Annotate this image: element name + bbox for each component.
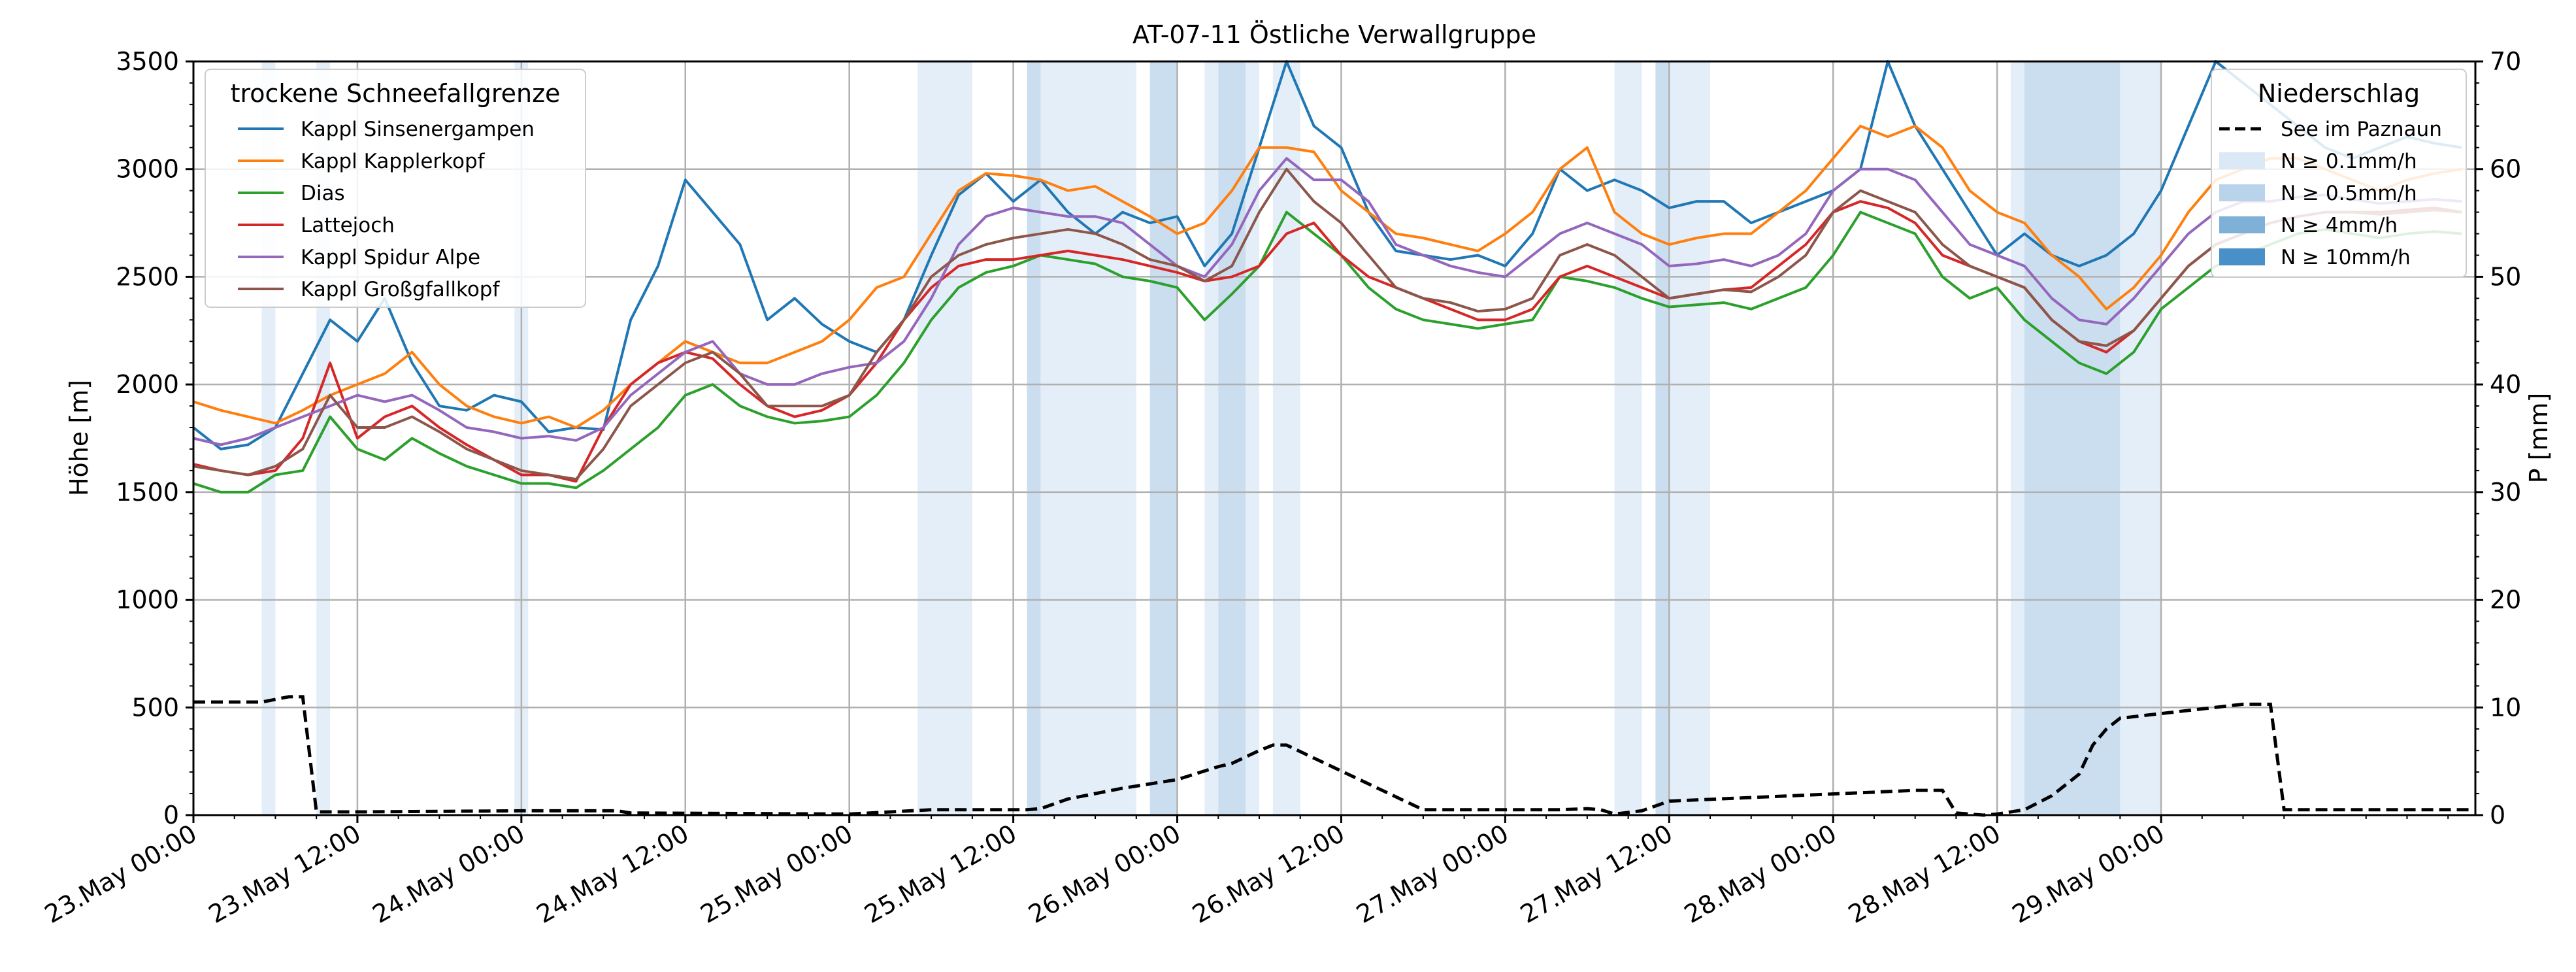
y-tick-label-2: 1000 — [116, 586, 179, 614]
legend-label-dias: Dias — [301, 182, 345, 205]
legend-swatch-n-10 — [2219, 248, 2265, 265]
y-tick-label-6: 3000 — [116, 155, 179, 184]
legend-label-n-10: N ≥ 10mm/h — [2281, 246, 2411, 269]
series-line-1 — [193, 124, 2462, 429]
y2-axis-label: P [mm] — [2524, 393, 2553, 484]
legend-label-grossgfallkopf: Kappl Großgfallkopf — [301, 278, 500, 301]
precip-band-9 — [1246, 61, 1259, 815]
legend-precip: Niederschlag See im Paznaun N ≥ 0.1mm/h … — [2211, 69, 2467, 278]
y-tick-label-0: 0 — [163, 801, 179, 830]
y2-tick-label-7: 70 — [2490, 47, 2521, 76]
precip-line-see-im-paznaun — [193, 695, 2475, 817]
legend-precip-box — [2211, 69, 2467, 278]
y-tick-label-5: 2500 — [116, 262, 179, 291]
precip-line-group — [193, 695, 2475, 817]
series-line-5 — [193, 167, 2462, 481]
precip-band-7 — [1204, 61, 1219, 815]
precip-band-14 — [2011, 61, 2024, 815]
legend-entry-n-4: N ≥ 4mm/h — [2219, 214, 2398, 237]
legend-snowline-box — [205, 69, 586, 308]
series-line-4 — [193, 157, 2462, 446]
legend-entry-spidur-alpe: Kappl Spidur Alpe — [238, 246, 480, 269]
legend-precip-title: Niederschlag — [2258, 79, 2420, 108]
legend-label-kapplerkopf: Kappl Kapplerkopf — [301, 150, 486, 173]
precip-band-10 — [1272, 61, 1300, 815]
legend-entry-dias: Dias — [238, 182, 345, 205]
legend-label-n-01: N ≥ 0.1mm/h — [2281, 150, 2417, 173]
precip-band-4 — [1027, 61, 1041, 815]
legend-entry-see-im-paznaun: See im Paznaun — [2219, 118, 2442, 141]
legend-snowline: trockene Schneefallgrenze Kappl Sinsener… — [205, 69, 586, 308]
legend-swatch-n-01 — [2219, 152, 2265, 169]
legend-entry-kapplerkopf: Kappl Kapplerkopf — [238, 150, 486, 173]
legend-label-n-4: N ≥ 4mm/h — [2281, 214, 2398, 237]
legend-label-n-05: N ≥ 0.5mm/h — [2281, 182, 2417, 205]
chart-title: AT-07-11 Östliche Verwallgruppe — [1132, 20, 1536, 49]
y-axis-label: Höhe [m] — [65, 380, 93, 496]
legend-label-see-im-paznaun: See im Paznaun — [2281, 118, 2442, 141]
legend-swatch-n-05 — [2219, 184, 2265, 201]
y-tick-label-7: 3500 — [116, 47, 179, 76]
precip-band-16 — [2120, 61, 2162, 815]
y2-tick-label-3: 30 — [2490, 478, 2521, 507]
legend-entry-lattejoch: Lattejoch — [238, 214, 395, 237]
precip-band-3 — [917, 61, 972, 815]
legend-entry-n-10: N ≥ 10mm/h — [2219, 246, 2411, 269]
legend-snowline-title: trockene Schneefallgrenze — [231, 79, 561, 108]
y2-tick-label-1: 10 — [2490, 693, 2521, 722]
legend-entry-sinsenergampen: Kappl Sinsenergampen — [238, 118, 535, 141]
precip-band-15 — [2024, 61, 2121, 815]
y2-tick-label-6: 60 — [2490, 155, 2521, 184]
precip-band-5 — [1040, 61, 1136, 815]
precip-band-13 — [1669, 61, 1711, 815]
legend-label-sinsenergampen: Kappl Sinsenergampen — [301, 118, 535, 141]
legend-label-spidur-alpe: Kappl Spidur Alpe — [301, 246, 480, 269]
y-tick-label-4: 2000 — [116, 370, 179, 399]
series-line-0 — [192, 60, 2462, 450]
series-line-2 — [193, 210, 2462, 494]
precip-band-8 — [1218, 61, 1246, 815]
precip-band-11 — [1614, 61, 1642, 815]
legend-entry-grossgfallkopf: Kappl Großgfallkopf — [238, 278, 500, 301]
legend-entry-n-01: N ≥ 0.1mm/h — [2219, 150, 2417, 173]
y-tick-label-1: 500 — [131, 693, 179, 722]
precip-band-12 — [1655, 61, 1670, 815]
legend-label-lattejoch: Lattejoch — [301, 214, 395, 237]
y-axis-right: 0 10 20 30 40 50 60 70 — [2475, 47, 2521, 830]
legend-entry-n-05: N ≥ 0.5mm/h — [2219, 182, 2417, 205]
precip-band-6 — [1149, 61, 1178, 815]
y-tick-label-3: 1500 — [116, 478, 179, 507]
y2-tick-label-0: 0 — [2490, 801, 2505, 830]
snowline-series — [192, 60, 2462, 494]
y2-tick-label-5: 50 — [2490, 262, 2521, 291]
plot-frame — [192, 60, 2477, 816]
y-axis-left: 0 500 1000 1500 2000 2500 3000 3500 — [116, 47, 193, 830]
y2-tick-label-4: 40 — [2490, 370, 2521, 399]
legend-swatch-n-4 — [2219, 216, 2265, 233]
y2-tick-label-2: 20 — [2490, 586, 2521, 614]
